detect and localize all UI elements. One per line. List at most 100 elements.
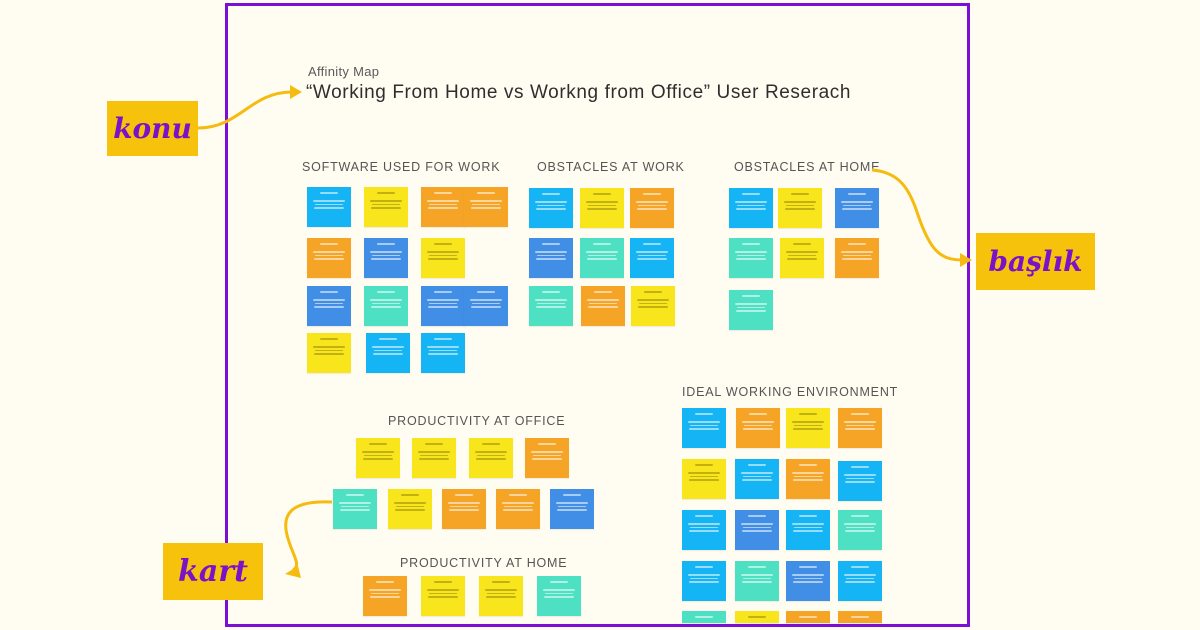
sticky-note-card[interactable] [581,286,625,326]
sticky-note-card[interactable] [421,333,465,373]
sticky-note-card[interactable] [835,188,879,228]
note-text-line [533,454,561,456]
sticky-note-card[interactable] [735,561,779,601]
sticky-note-card[interactable] [631,286,675,326]
sticky-note-card[interactable] [786,561,830,601]
note-author-tag [695,616,713,618]
sticky-note-card[interactable] [682,408,726,448]
sticky-note-card[interactable] [735,611,779,623]
sticky-note-card[interactable] [421,187,465,227]
sticky-note-card[interactable] [682,459,726,499]
sticky-note-card[interactable] [333,489,377,529]
group-heading: SOFTWARE USED FOR WORK [302,160,501,174]
note-text-line [842,208,872,210]
note-text-line [372,302,400,304]
note-text-line [742,581,772,583]
sticky-note-card[interactable] [729,188,773,228]
note-text-line [792,523,824,525]
note-text-line [690,577,718,579]
note-text-line [845,581,875,583]
sticky-note-card[interactable] [442,489,486,529]
note-text-line [586,251,618,253]
sticky-note-card[interactable] [630,238,674,278]
note-text-line [428,353,458,355]
sticky-note-card[interactable] [529,286,573,326]
note-text-line [313,200,345,202]
sticky-note-card[interactable] [735,459,779,499]
sticky-note-card[interactable] [364,187,408,227]
note-author-tag [320,243,338,245]
sticky-note-card[interactable] [838,408,882,448]
sticky-note-card[interactable] [630,188,674,228]
sticky-note-card[interactable] [307,333,351,373]
sticky-note-card[interactable] [736,408,780,448]
note-text-line [428,258,458,260]
note-text-line [690,475,718,477]
note-author-tag [851,566,869,568]
sticky-note-card[interactable] [580,188,624,228]
sticky-note-card[interactable] [364,238,408,278]
sticky-note-card[interactable] [421,238,465,278]
sticky-note-card[interactable] [550,489,594,529]
sticky-note-card[interactable] [529,238,573,278]
sticky-note-card[interactable] [838,561,882,601]
sticky-note-card[interactable] [838,611,882,623]
sticky-note-card[interactable] [464,286,508,326]
sticky-note-card[interactable] [786,408,830,448]
sticky-note-card[interactable] [682,561,726,601]
sticky-note-card[interactable] [307,238,351,278]
sticky-note-card[interactable] [469,438,513,478]
note-text-line [314,258,344,260]
sticky-note-card[interactable] [307,286,351,326]
note-text-line [846,477,874,479]
sticky-note-card[interactable] [838,461,882,501]
note-text-line [638,306,668,308]
sticky-note-card[interactable] [835,238,879,278]
sticky-note-card[interactable] [479,576,523,616]
baslik-label: başlık [976,233,1095,290]
note-text-line [372,346,404,348]
note-text-line [743,475,771,477]
sticky-note-card[interactable] [729,290,773,330]
sticky-note-card[interactable] [421,286,465,326]
sticky-note-card[interactable] [496,489,540,529]
note-author-tag [851,515,869,517]
sticky-note-card[interactable] [364,286,408,326]
sticky-note-card[interactable] [529,188,573,228]
note-text-line [427,299,459,301]
sticky-note-card[interactable] [786,611,830,623]
sticky-note-card[interactable] [356,438,400,478]
note-author-tag [377,192,395,194]
sticky-note-card[interactable] [525,438,569,478]
sticky-note-card[interactable] [729,238,773,278]
note-text-line [428,596,458,598]
sticky-note-card[interactable] [388,489,432,529]
sticky-note-card[interactable] [786,459,830,499]
note-text-line [636,251,668,253]
sticky-note-card[interactable] [366,333,410,373]
sticky-note-card[interactable] [682,510,726,550]
sticky-note-card[interactable] [421,576,465,616]
note-author-tag [799,413,817,415]
sticky-note-card[interactable] [838,510,882,550]
sticky-note-card[interactable] [735,510,779,550]
sticky-note-card[interactable] [363,576,407,616]
sticky-note-card[interactable] [307,187,351,227]
note-text-line [792,574,824,576]
note-text-line [558,505,586,507]
note-text-line [637,299,669,301]
note-text-line [535,299,567,301]
note-text-line [485,589,517,591]
sticky-note-card[interactable] [682,611,726,623]
sticky-note-card[interactable] [464,187,508,227]
sticky-note-card[interactable] [780,238,824,278]
sticky-note-card[interactable] [778,188,822,228]
sticky-note-card[interactable] [786,510,830,550]
note-author-tag [509,494,527,496]
note-text-line [471,306,501,308]
note-text-line [370,299,402,301]
sticky-note-card[interactable] [580,238,624,278]
sticky-note-card[interactable] [412,438,456,478]
note-text-line [536,306,566,308]
sticky-note-card[interactable] [537,576,581,616]
